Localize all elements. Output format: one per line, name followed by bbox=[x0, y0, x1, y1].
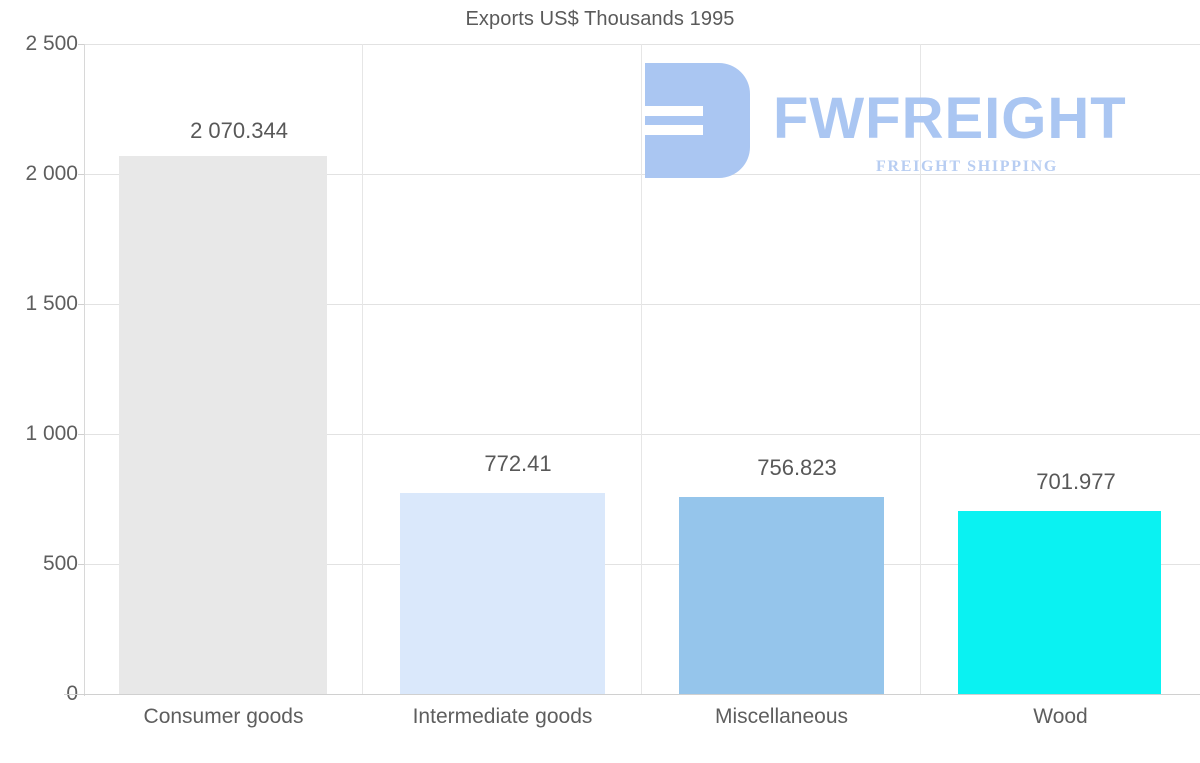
y-tick-label: 0 bbox=[4, 682, 78, 706]
gridline-horizontal bbox=[84, 564, 1200, 565]
x-axis-label-miscellaneous: Miscellaneous bbox=[714, 705, 849, 728]
gridline-vertical bbox=[641, 44, 642, 694]
y-tick-label: 1 500 bbox=[25, 292, 78, 315]
gridline-horizontal bbox=[84, 44, 1200, 45]
y-tick-label: 2 000 bbox=[25, 162, 78, 185]
y-tick-mark bbox=[78, 44, 84, 45]
y-tick-mark bbox=[78, 304, 84, 305]
x-axis-label-intermediate-goods: Intermediate goods bbox=[412, 705, 593, 728]
bar-value-label-miscellaneous: 756.823 bbox=[757, 455, 837, 480]
plot-area bbox=[84, 44, 1200, 694]
gridline-horizontal bbox=[84, 434, 1200, 435]
gridline-vertical bbox=[920, 44, 921, 694]
x-axis-label-wood: Wood bbox=[1033, 705, 1088, 728]
y-axis-line bbox=[84, 44, 85, 696]
bar-value-label-consumer-goods: 2 070.344 bbox=[190, 118, 288, 143]
bar-value-label-intermediate-goods: 772.41 bbox=[484, 451, 552, 476]
y-tick-mark bbox=[78, 174, 84, 175]
bar-miscellaneous[interactable] bbox=[679, 497, 884, 694]
y-tick-mark bbox=[78, 434, 84, 435]
bar-wood[interactable] bbox=[958, 511, 1161, 694]
bar-intermediate-goods[interactable] bbox=[400, 493, 605, 694]
bar-value-label-wood: 701.977 bbox=[1036, 469, 1116, 494]
gridline-horizontal bbox=[84, 174, 1200, 175]
chart-title: Exports US$ Thousands 1995 bbox=[465, 8, 735, 30]
y-axis: 2 500 2 000 1 500 1 000 500 0 bbox=[0, 0, 84, 763]
y-tick-label: 1 000 bbox=[25, 422, 78, 445]
y-tick-label: 2 500 bbox=[25, 32, 78, 55]
y-tick-label: 500 bbox=[42, 552, 78, 575]
gridline-vertical bbox=[362, 44, 363, 694]
gridline-horizontal bbox=[84, 304, 1200, 305]
x-axis-line bbox=[64, 694, 1200, 695]
bar-consumer-goods[interactable] bbox=[119, 156, 327, 694]
y-tick-mark bbox=[78, 564, 84, 565]
x-axis-label-consumer-goods: Consumer goods bbox=[143, 705, 304, 728]
